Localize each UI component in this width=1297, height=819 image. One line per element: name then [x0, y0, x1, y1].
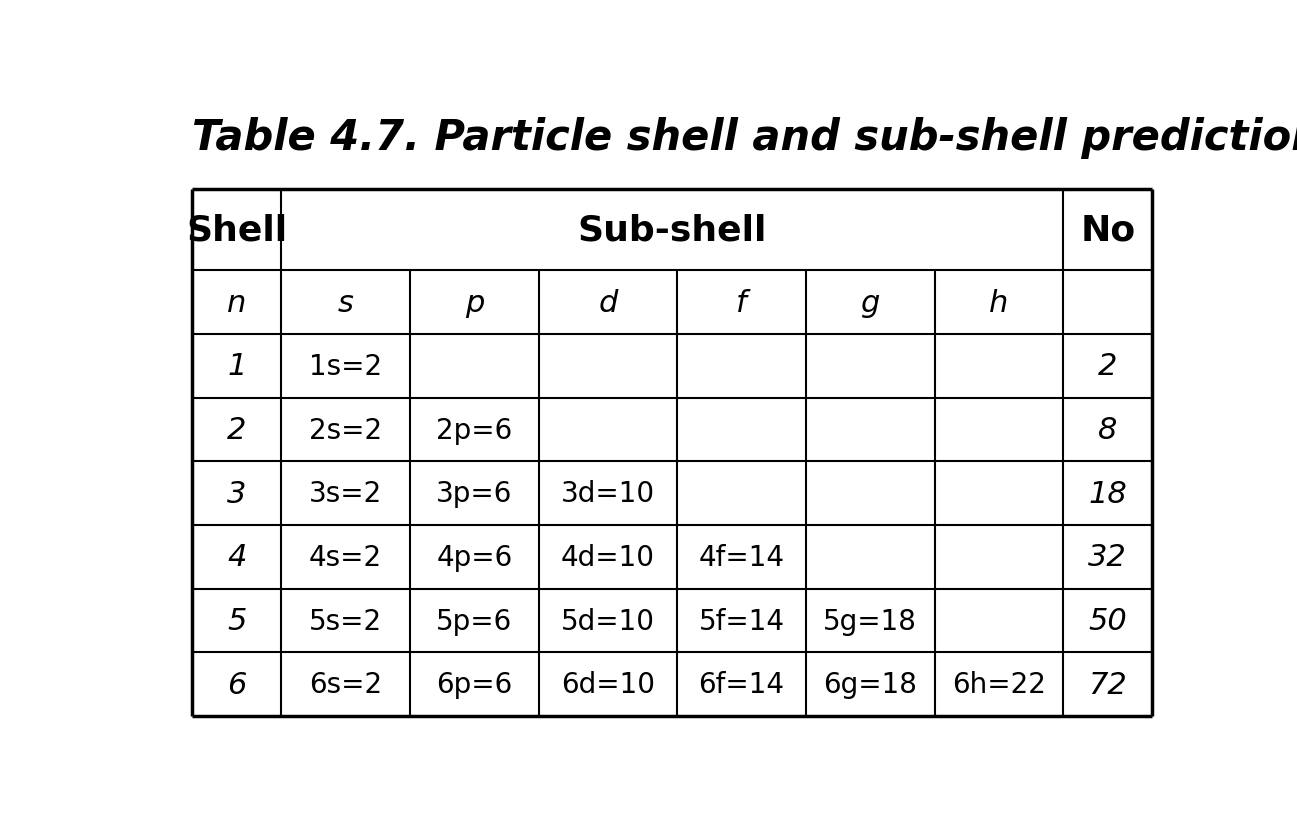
Text: 4d=10: 4d=10 [560, 543, 655, 571]
Text: 4p=6: 4p=6 [436, 543, 512, 571]
Text: d: d [598, 288, 617, 317]
Text: 6p=6: 6p=6 [436, 671, 512, 699]
Text: 4: 4 [227, 543, 246, 572]
Text: 6: 6 [227, 670, 246, 699]
Text: 2p=6: 2p=6 [436, 416, 512, 444]
Text: 3s=2: 3s=2 [309, 480, 383, 508]
Text: 4f=14: 4f=14 [699, 543, 785, 571]
Text: 3: 3 [227, 479, 246, 508]
Text: 3d=10: 3d=10 [560, 480, 655, 508]
Text: 32: 32 [1088, 543, 1127, 572]
Text: p: p [464, 288, 484, 317]
Text: 6h=22: 6h=22 [952, 671, 1045, 699]
Text: 5s=2: 5s=2 [309, 607, 383, 635]
Text: 1s=2: 1s=2 [309, 352, 383, 380]
Text: n: n [227, 288, 246, 317]
Text: 6d=10: 6d=10 [560, 671, 655, 699]
Text: 2: 2 [1099, 352, 1118, 381]
Text: 2s=2: 2s=2 [309, 416, 383, 444]
Text: Sub-shell: Sub-shell [577, 214, 767, 247]
Text: No: No [1080, 214, 1135, 247]
Text: 2: 2 [227, 415, 246, 445]
Text: 6g=18: 6g=18 [824, 671, 917, 699]
Text: 50: 50 [1088, 606, 1127, 636]
Text: Shell: Shell [187, 214, 288, 247]
Text: f: f [737, 288, 747, 317]
Text: s: s [337, 288, 354, 317]
Text: 18: 18 [1088, 479, 1127, 508]
Text: 5f=14: 5f=14 [699, 607, 785, 635]
Text: 6s=2: 6s=2 [309, 671, 383, 699]
Text: 1: 1 [227, 352, 246, 381]
Text: h: h [990, 288, 1009, 317]
Text: 8: 8 [1099, 415, 1118, 445]
Text: 3p=6: 3p=6 [436, 480, 512, 508]
Text: 5g=18: 5g=18 [824, 607, 917, 635]
Text: 4s=2: 4s=2 [309, 543, 383, 571]
Text: 5d=10: 5d=10 [560, 607, 655, 635]
Text: g: g [860, 288, 879, 317]
Text: 5: 5 [227, 606, 246, 636]
Text: 72: 72 [1088, 670, 1127, 699]
Text: 5p=6: 5p=6 [436, 607, 512, 635]
Text: Table 4.7. Particle shell and sub-shell predictions: Table 4.7. Particle shell and sub-shell … [192, 117, 1297, 159]
Text: 6f=14: 6f=14 [699, 671, 785, 699]
